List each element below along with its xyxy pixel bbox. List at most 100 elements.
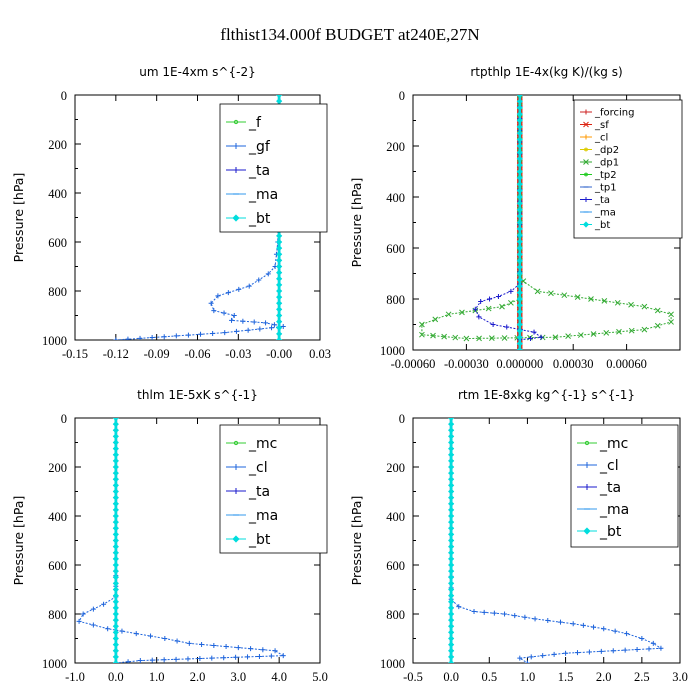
data-point bbox=[516, 149, 523, 156]
data-point bbox=[448, 586, 455, 593]
data-point bbox=[471, 609, 477, 615]
data-point bbox=[516, 162, 523, 169]
panel-title: um 1E-4xm s^{-2} bbox=[139, 65, 255, 79]
data-point bbox=[448, 629, 455, 636]
data-point bbox=[448, 568, 455, 575]
data-point bbox=[448, 574, 455, 581]
y-axis-label: Pressure [hPa] bbox=[11, 173, 26, 263]
x-tick-label: -0.15 bbox=[62, 347, 88, 361]
data-point bbox=[112, 494, 119, 501]
x-tick-label: 0.000000 bbox=[496, 357, 543, 371]
data-point bbox=[588, 296, 594, 302]
y-tick-label: 600 bbox=[386, 559, 405, 573]
data-point bbox=[448, 500, 455, 507]
data-point bbox=[531, 329, 537, 335]
legend-marker bbox=[233, 464, 239, 470]
data-point bbox=[280, 324, 286, 330]
data-point bbox=[448, 433, 455, 440]
legend-marker bbox=[583, 121, 589, 128]
legend-label: _cl bbox=[248, 460, 268, 476]
data-point bbox=[112, 457, 119, 464]
data-point bbox=[516, 346, 523, 350]
data-point bbox=[276, 318, 283, 325]
x-tick-label: -0.00030 bbox=[444, 357, 489, 371]
data-point bbox=[534, 288, 541, 295]
data-point bbox=[624, 631, 630, 637]
data-point bbox=[112, 512, 119, 520]
data-point bbox=[185, 656, 191, 662]
legend-box bbox=[570, 424, 679, 548]
data-point bbox=[516, 276, 523, 283]
data-point bbox=[639, 636, 645, 641]
data-point bbox=[263, 320, 269, 326]
x-tick-label: 0.0 bbox=[443, 670, 459, 684]
data-point bbox=[276, 263, 283, 270]
legend: _mc _cl _ta _ma _bt bbox=[570, 424, 679, 548]
data-point bbox=[199, 641, 205, 647]
data-point bbox=[574, 294, 581, 300]
data-point bbox=[448, 635, 455, 642]
x-tick-label: -0.5 bbox=[403, 670, 423, 684]
y-tick-label: 1000 bbox=[42, 657, 67, 671]
data-point bbox=[516, 142, 523, 150]
x-tick-label: -0.00 bbox=[266, 347, 292, 361]
data-point bbox=[476, 335, 482, 342]
data-point bbox=[112, 659, 119, 663]
data-point bbox=[198, 331, 204, 337]
data-point bbox=[516, 270, 523, 277]
data-point bbox=[90, 622, 96, 628]
data-point bbox=[448, 445, 455, 452]
data-point bbox=[516, 257, 523, 264]
data-point bbox=[516, 174, 523, 181]
data-point bbox=[540, 653, 546, 659]
data-point bbox=[628, 301, 634, 308]
data-point bbox=[112, 623, 119, 630]
data-point bbox=[445, 311, 452, 318]
data-point bbox=[622, 647, 628, 653]
data-point bbox=[211, 643, 217, 648]
data-point bbox=[516, 168, 523, 175]
data-point bbox=[590, 331, 597, 337]
y-tick-label: 200 bbox=[386, 461, 405, 475]
y-tick-label: 600 bbox=[48, 559, 67, 573]
data-point bbox=[448, 512, 455, 520]
data-point bbox=[448, 647, 455, 654]
legend-marker bbox=[232, 214, 240, 222]
panel-title: thlm 1E-5xK s^{-1} bbox=[137, 388, 258, 402]
x-tick-label: 0.00030 bbox=[553, 357, 594, 371]
data-point bbox=[516, 200, 523, 207]
y-tick-label: 0 bbox=[61, 89, 67, 103]
data-point bbox=[251, 319, 257, 325]
y-tick-label: 800 bbox=[48, 285, 67, 299]
data-point bbox=[516, 315, 523, 322]
data-point bbox=[162, 636, 168, 641]
data-point bbox=[173, 333, 179, 339]
data-point bbox=[463, 335, 470, 342]
panel-title: rtm 1E-8xkg kg^{-1} s^{-1} bbox=[458, 388, 635, 402]
series-group bbox=[76, 418, 286, 663]
legend-label: _ta bbox=[248, 484, 270, 500]
y-axis-label: Pressure [hPa] bbox=[11, 496, 26, 586]
data-point bbox=[229, 317, 235, 323]
legend-label: _bt bbox=[248, 532, 271, 548]
data-point bbox=[148, 633, 154, 639]
data-point bbox=[112, 629, 119, 636]
legend-label: _ma bbox=[599, 502, 629, 518]
data-point bbox=[501, 335, 508, 341]
data-point bbox=[448, 531, 455, 538]
data-point bbox=[112, 433, 119, 440]
legend-label: _mc bbox=[248, 436, 277, 452]
data-point bbox=[276, 324, 283, 331]
data-point bbox=[516, 302, 523, 309]
data-point bbox=[272, 648, 278, 654]
data-point bbox=[112, 500, 119, 507]
data-point bbox=[646, 646, 652, 652]
legend-label: _dp1 bbox=[594, 158, 619, 169]
data-point bbox=[76, 618, 82, 624]
y-axis-label: Pressure [hPa] bbox=[349, 496, 364, 586]
data-point bbox=[448, 580, 455, 587]
data-point bbox=[174, 638, 180, 644]
legend-marker bbox=[233, 167, 239, 173]
chart-panel-2: rtpthlp 1E-4x(kg K)/(kg s) Pressure [hPa]… bbox=[349, 65, 683, 371]
data-point bbox=[495, 293, 501, 299]
